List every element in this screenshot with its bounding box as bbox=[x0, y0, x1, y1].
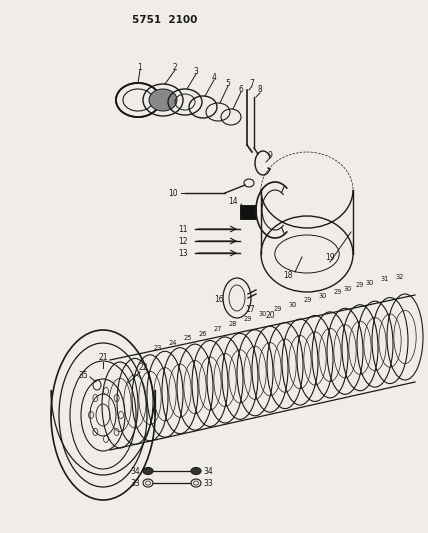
Text: 35: 35 bbox=[78, 370, 88, 379]
Text: 3: 3 bbox=[193, 67, 199, 76]
Text: 22: 22 bbox=[138, 364, 148, 373]
Text: 25: 25 bbox=[184, 335, 192, 341]
Text: 7: 7 bbox=[250, 78, 254, 87]
Text: 19: 19 bbox=[325, 254, 335, 262]
Text: 13: 13 bbox=[178, 248, 188, 257]
Text: 26: 26 bbox=[199, 331, 207, 337]
Text: 20: 20 bbox=[265, 311, 275, 319]
Text: 29: 29 bbox=[356, 282, 364, 288]
Text: 29: 29 bbox=[334, 289, 342, 295]
Text: 29: 29 bbox=[244, 316, 252, 322]
Text: 14: 14 bbox=[229, 198, 238, 206]
Ellipse shape bbox=[116, 83, 160, 117]
Text: 24: 24 bbox=[169, 340, 177, 346]
Text: 5: 5 bbox=[226, 78, 230, 87]
Text: 30: 30 bbox=[344, 286, 352, 292]
Text: 30: 30 bbox=[259, 311, 267, 317]
Text: 1: 1 bbox=[138, 62, 143, 71]
Text: 29: 29 bbox=[304, 297, 312, 303]
Text: 33: 33 bbox=[130, 479, 140, 488]
Text: 8: 8 bbox=[258, 85, 262, 94]
Text: 10: 10 bbox=[168, 189, 178, 198]
Text: 6: 6 bbox=[238, 85, 244, 93]
Text: 27: 27 bbox=[214, 326, 222, 332]
Text: 31: 31 bbox=[381, 276, 389, 282]
Text: 4: 4 bbox=[211, 72, 217, 82]
Bar bbox=[240, 205, 256, 219]
Ellipse shape bbox=[143, 467, 153, 474]
Text: 12: 12 bbox=[178, 237, 188, 246]
Text: 16: 16 bbox=[214, 295, 224, 304]
Text: 5751  2100: 5751 2100 bbox=[132, 15, 198, 25]
Text: 32: 32 bbox=[396, 274, 404, 280]
Text: 28: 28 bbox=[229, 321, 237, 327]
Text: 34: 34 bbox=[130, 466, 140, 475]
Text: 9: 9 bbox=[268, 150, 273, 159]
Text: 30: 30 bbox=[366, 280, 374, 286]
Text: 17: 17 bbox=[245, 305, 255, 314]
Ellipse shape bbox=[149, 89, 177, 111]
Text: 23: 23 bbox=[154, 345, 162, 351]
Text: 30: 30 bbox=[319, 293, 327, 299]
Text: 30: 30 bbox=[289, 302, 297, 308]
Text: 18: 18 bbox=[283, 271, 293, 279]
Text: 29: 29 bbox=[274, 306, 282, 312]
Text: 2: 2 bbox=[172, 62, 177, 71]
Text: 21: 21 bbox=[98, 353, 108, 362]
Text: 11: 11 bbox=[178, 224, 188, 233]
Ellipse shape bbox=[191, 467, 201, 474]
Text: 34: 34 bbox=[203, 466, 213, 475]
Text: 33: 33 bbox=[203, 479, 213, 488]
